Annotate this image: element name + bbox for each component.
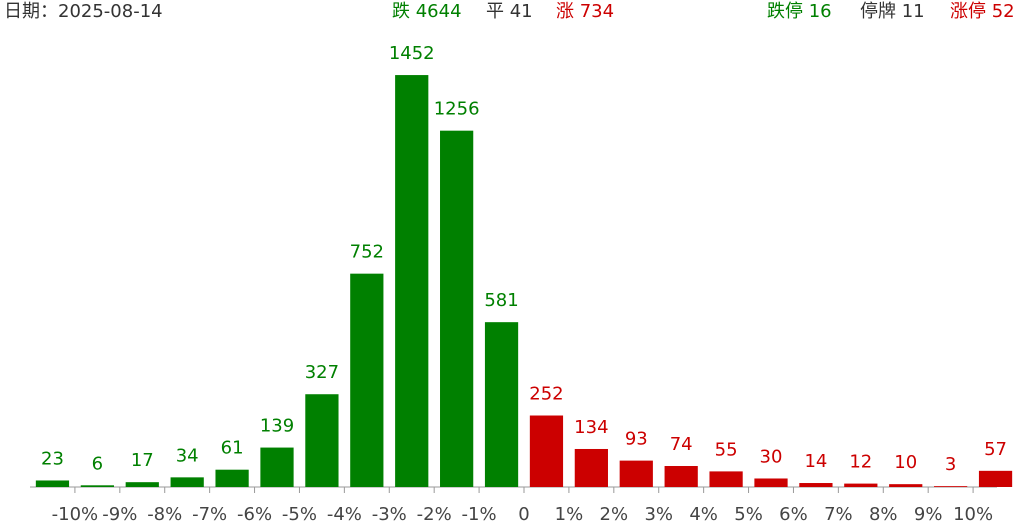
x-tick-label: 8% xyxy=(869,504,898,525)
x-tick-label: -1% xyxy=(462,504,497,525)
value-label: 10 xyxy=(894,452,917,473)
x-tick-label: -9% xyxy=(102,504,137,525)
value-label: 57 xyxy=(984,439,1007,460)
bar xyxy=(844,483,878,487)
bar xyxy=(305,394,339,487)
value-label: 581 xyxy=(484,290,518,311)
value-label: 17 xyxy=(131,450,154,471)
x-tick-label: -7% xyxy=(192,504,227,525)
x-tick-label: -8% xyxy=(147,504,182,525)
summary-item: 跌停 16 xyxy=(767,1,832,22)
x-tick-label: 4% xyxy=(689,504,718,525)
value-label: 1256 xyxy=(434,99,480,120)
bar xyxy=(709,471,743,487)
x-tick-label: -10% xyxy=(52,504,99,525)
bar xyxy=(125,482,159,487)
bar xyxy=(664,466,698,487)
value-label: 30 xyxy=(760,446,783,467)
summary-item: 跌 4644 xyxy=(392,1,462,22)
summary-item: 涨 734 xyxy=(556,1,614,22)
value-label: 23 xyxy=(41,448,64,469)
bar xyxy=(754,478,788,487)
x-tick-label: -4% xyxy=(327,504,362,525)
value-label: 134 xyxy=(574,417,608,438)
value-label: 55 xyxy=(715,439,738,460)
bar xyxy=(170,477,204,487)
bar xyxy=(260,447,294,487)
value-label: 6 xyxy=(92,453,103,474)
value-label: 34 xyxy=(176,445,199,466)
value-label: 252 xyxy=(529,384,563,405)
value-label: 3 xyxy=(945,454,956,475)
bar xyxy=(529,415,564,487)
value-label: 61 xyxy=(221,438,244,459)
value-label: 12 xyxy=(849,452,872,473)
bar xyxy=(889,484,923,487)
value-label: 752 xyxy=(350,242,384,263)
bar xyxy=(934,486,968,487)
bar xyxy=(484,322,519,487)
value-label: 1452 xyxy=(389,43,435,64)
summary-item: 涨停 52 xyxy=(950,1,1015,22)
x-tick-label: 2% xyxy=(600,504,629,525)
x-tick-label: 3% xyxy=(644,504,673,525)
value-label: 139 xyxy=(260,416,294,437)
summary-item: 停牌 11 xyxy=(860,1,925,22)
value-label: 74 xyxy=(670,434,693,455)
x-tick-label: 0 xyxy=(518,504,529,525)
bar xyxy=(215,469,249,487)
value-label: 327 xyxy=(305,362,339,383)
bar xyxy=(440,130,474,488)
bar xyxy=(619,460,653,487)
x-tick-label: 6% xyxy=(779,504,808,525)
x-tick-label: -3% xyxy=(372,504,407,525)
date-label: 日期：2025-08-14 xyxy=(4,1,163,22)
x-tick-label: -5% xyxy=(282,504,317,525)
bar xyxy=(574,448,608,487)
bar xyxy=(799,483,833,487)
x-tick-label: 7% xyxy=(824,504,853,525)
bar xyxy=(395,75,429,487)
x-tick-label: 5% xyxy=(734,504,763,525)
x-tick-label: 10% xyxy=(953,504,993,525)
bar xyxy=(35,480,70,487)
value-label: 14 xyxy=(804,451,827,472)
summary-item: 平 41 xyxy=(486,1,533,22)
bar xyxy=(80,485,114,487)
x-tick-label: 9% xyxy=(914,504,943,525)
bar xyxy=(978,470,1013,487)
x-tick-label: -6% xyxy=(237,504,272,525)
value-label: 93 xyxy=(625,429,648,450)
x-tick-label: 1% xyxy=(555,504,584,525)
x-tick-label: -2% xyxy=(417,504,452,525)
bar xyxy=(350,273,384,487)
